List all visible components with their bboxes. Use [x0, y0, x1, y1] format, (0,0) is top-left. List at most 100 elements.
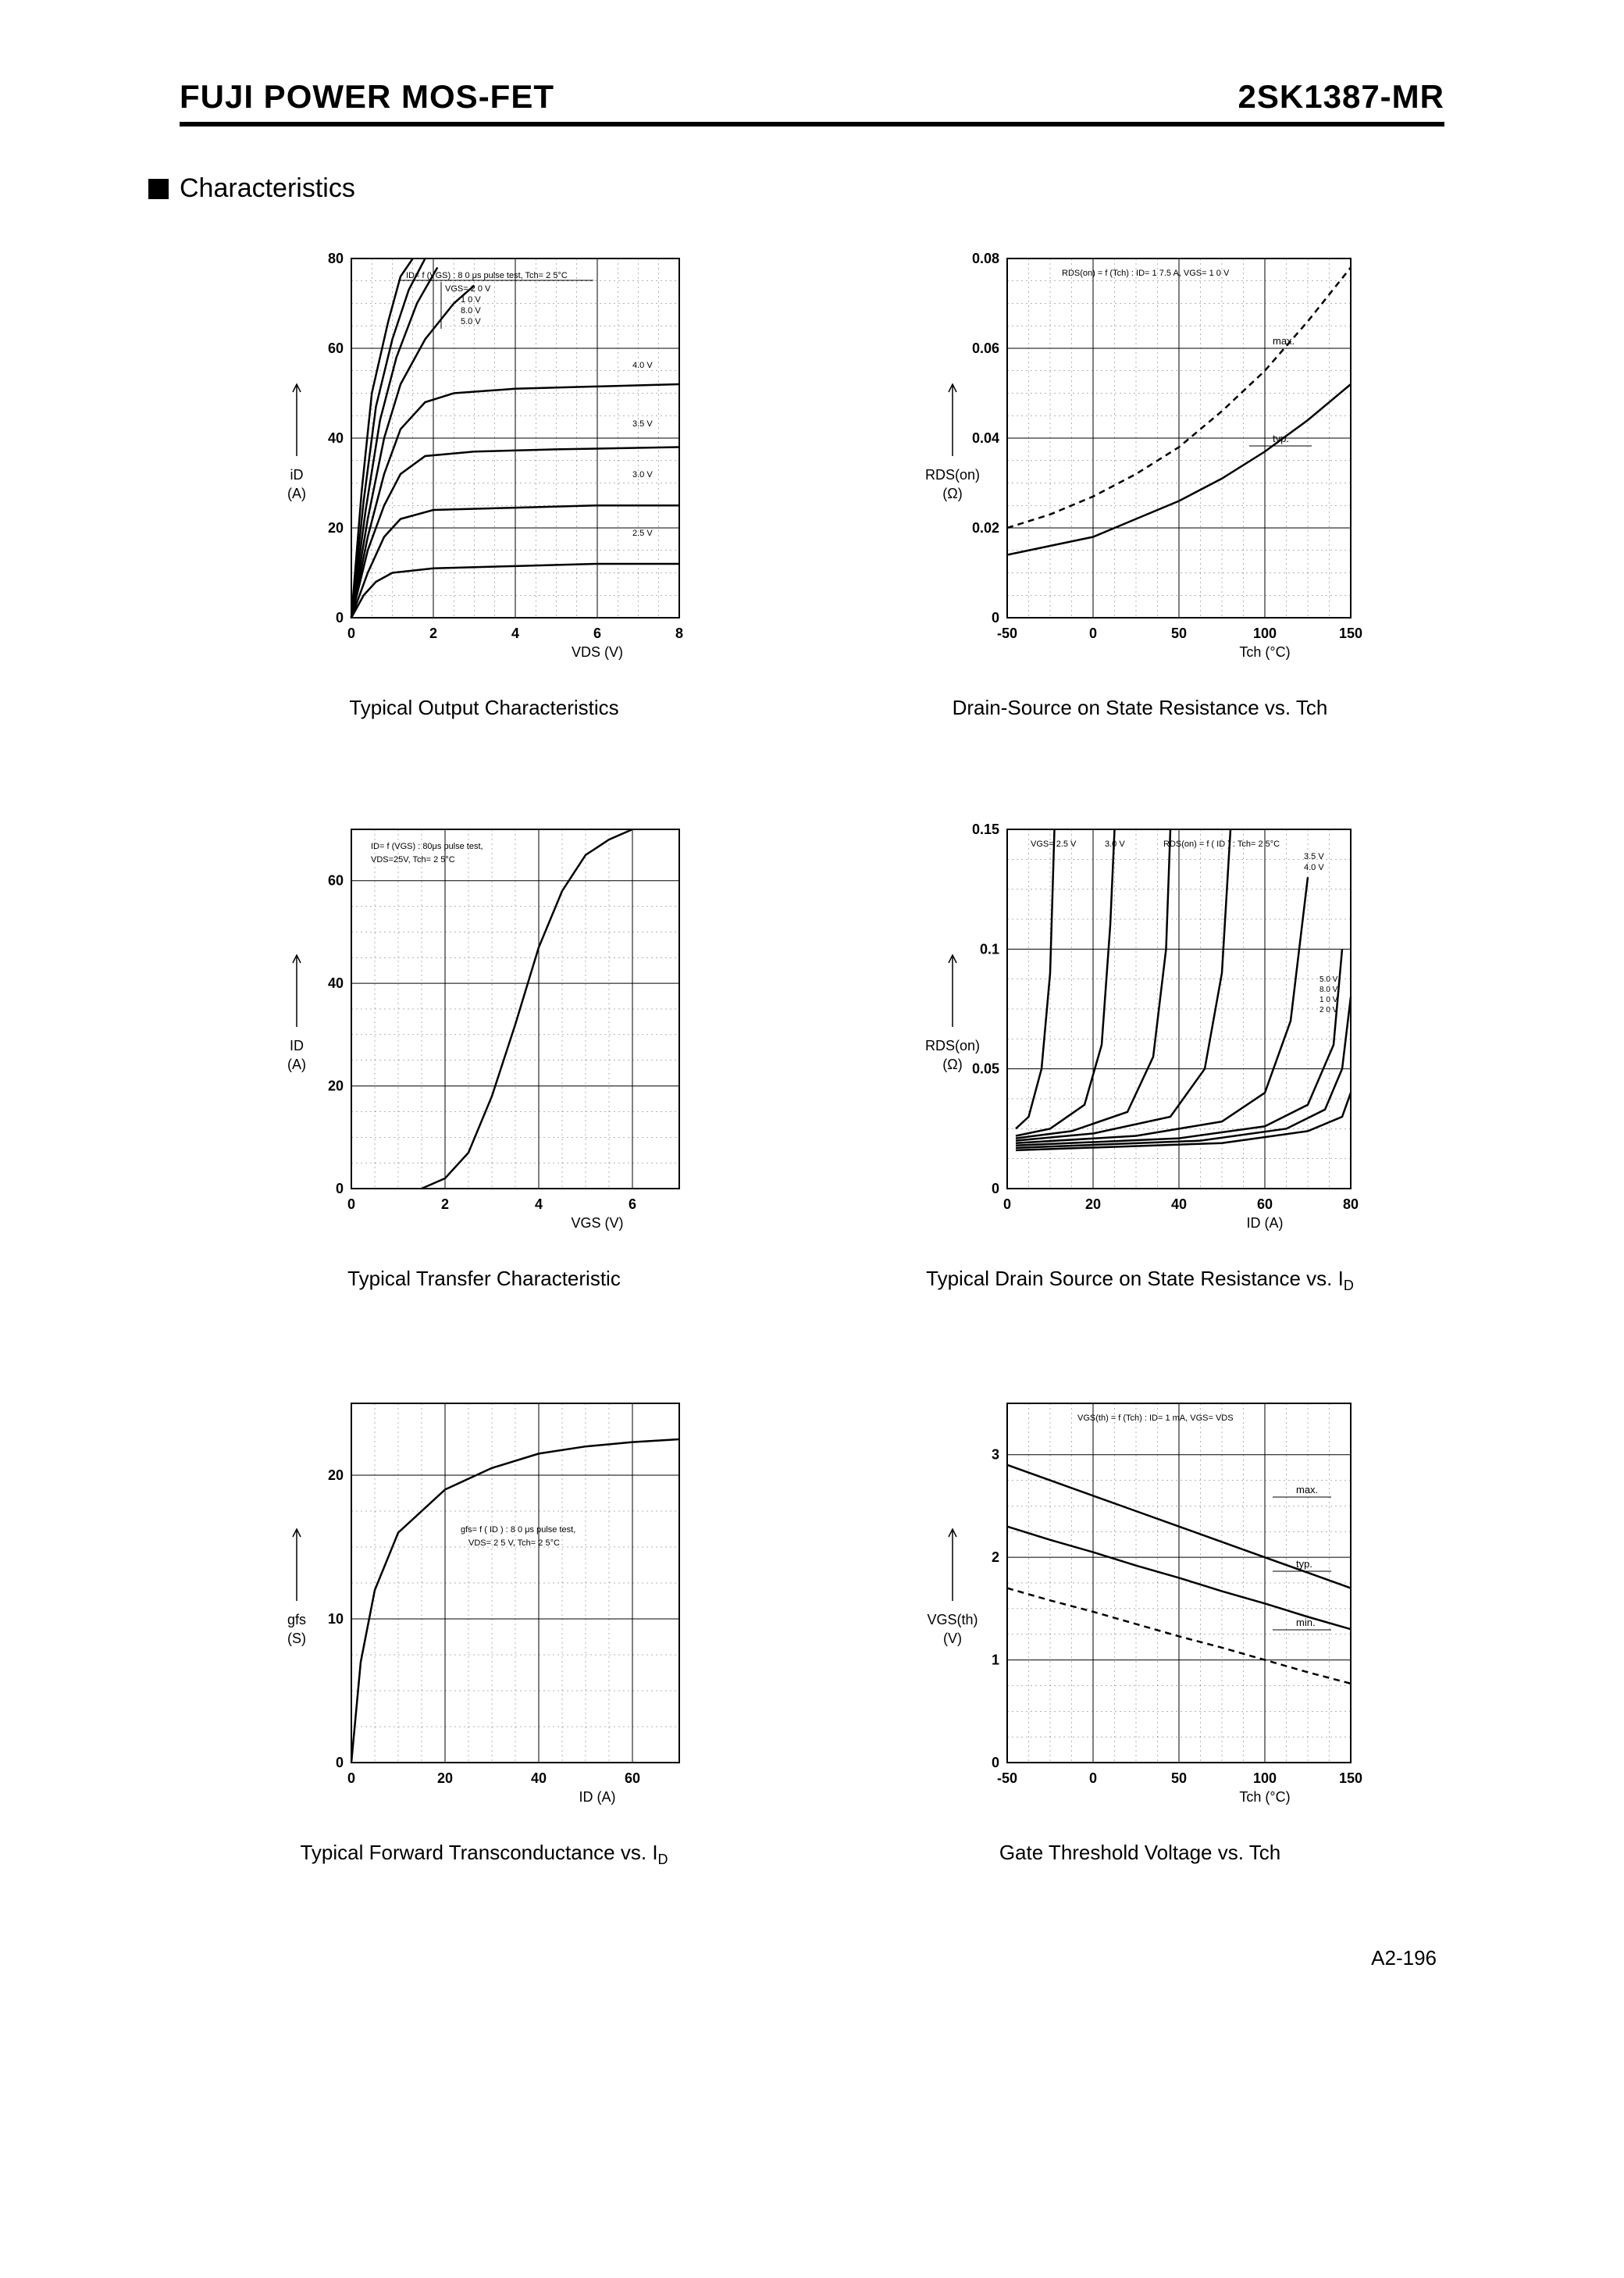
svg-text:0.05: 0.05	[972, 1061, 999, 1077]
svg-text:VDS=25V, Tch= 2 5°C: VDS=25V, Tch= 2 5°C	[371, 855, 455, 864]
svg-text:60: 60	[328, 873, 344, 889]
svg-text:10: 10	[328, 1611, 344, 1627]
chart-rds-id: 02040608000.050.10.15RDS(on)(Ω)ID (A)RDS…	[859, 814, 1421, 1294]
svg-text:(V): (V)	[943, 1631, 962, 1646]
svg-text:gfs= f ( ID ) : 8 0 μs pulse t: gfs= f ( ID ) : 8 0 μs pulse test,	[461, 1525, 575, 1535]
svg-text:60: 60	[328, 340, 344, 356]
svg-text:gfs: gfs	[287, 1612, 306, 1627]
svg-text:4: 4	[535, 1196, 543, 1212]
svg-text:typ.: typ.	[1296, 1558, 1312, 1570]
svg-text:60: 60	[1257, 1196, 1273, 1212]
svg-text:0: 0	[992, 610, 999, 626]
svg-text:50: 50	[1171, 626, 1187, 641]
svg-text:(A): (A)	[287, 486, 306, 501]
svg-text:iD: iD	[290, 467, 304, 483]
chart-gfs-caption: Typical Forward Transconductance vs. ID	[300, 1841, 668, 1868]
chart-rds-id-caption: Typical Drain Source on State Resistance…	[926, 1267, 1354, 1294]
header-title-right: 2SK1387-MR	[1238, 78, 1444, 116]
svg-text:20: 20	[1085, 1196, 1101, 1212]
svg-text:ID= f (VGS) : 80μs pulse test,: ID= f (VGS) : 80μs pulse test,	[371, 842, 483, 851]
svg-text:4.0 V: 4.0 V	[632, 361, 653, 370]
svg-text:VGS(th): VGS(th)	[927, 1612, 978, 1627]
svg-text:min.: min.	[1296, 1617, 1316, 1628]
svg-text:VDS= 2 5 V, Tch= 2 5°C: VDS= 2 5 V, Tch= 2 5°C	[468, 1538, 560, 1548]
svg-text:5.0 V: 5.0 V	[1320, 975, 1338, 984]
svg-text:3.0 V: 3.0 V	[1105, 840, 1125, 849]
svg-text:(Ω): (Ω)	[942, 1057, 962, 1072]
svg-text:VDS (V): VDS (V)	[572, 644, 623, 660]
svg-text:0.06: 0.06	[972, 340, 999, 356]
chart-output-caption: Typical Output Characteristics	[349, 696, 618, 720]
svg-text:max.: max.	[1273, 335, 1295, 347]
svg-text:ID= f (VGS) : 8 0 μs pulse tes: ID= f (VGS) : 8 0 μs pulse test, Tch= 2 …	[406, 271, 568, 280]
svg-text:2 0 V: 2 0 V	[1320, 1006, 1338, 1014]
svg-text:100: 100	[1253, 626, 1277, 641]
svg-text:0: 0	[992, 1181, 999, 1196]
svg-text:3.5 V: 3.5 V	[632, 419, 653, 429]
chart-gfs-svg: 020406001020gfs(S)ID (A)gfs= f ( ID ) : …	[265, 1388, 703, 1825]
svg-text:(A): (A)	[287, 1057, 306, 1072]
chart-gfs: 020406001020gfs(S)ID (A)gfs= f ( ID ) : …	[203, 1388, 765, 1868]
svg-text:1 0 V: 1 0 V	[461, 295, 481, 305]
svg-text:3: 3	[992, 1447, 999, 1463]
section-bullet-icon	[148, 179, 169, 199]
svg-text:0: 0	[347, 1196, 355, 1212]
svg-text:ID: ID	[290, 1038, 304, 1053]
chart-output: 02468020406080iD(A)VDS (V)ID= f (VGS) : …	[203, 243, 765, 720]
svg-text:20: 20	[328, 520, 344, 536]
section-title: Characteristics	[148, 173, 1444, 204]
svg-text:150: 150	[1339, 626, 1362, 641]
svg-text:150: 150	[1339, 1770, 1362, 1786]
svg-text:0: 0	[992, 1755, 999, 1770]
page-footer: A2-196	[180, 1946, 1444, 1970]
svg-text:6: 6	[629, 1196, 636, 1212]
svg-text:0: 0	[1089, 1770, 1097, 1786]
svg-text:0: 0	[336, 1755, 344, 1770]
svg-text:40: 40	[1171, 1196, 1187, 1212]
chart-rds-tch: -5005010015000.020.040.060.08RDS(on)(Ω)T…	[859, 243, 1421, 720]
chart-vgsth-caption: Gate Threshold Voltage vs. Tch	[999, 1841, 1280, 1865]
svg-text:VGS= 2 0 V: VGS= 2 0 V	[445, 284, 491, 294]
svg-text:VGS= 2.5 V: VGS= 2.5 V	[1031, 840, 1077, 849]
svg-text:20: 20	[437, 1770, 453, 1786]
svg-text:2.5 V: 2.5 V	[632, 529, 653, 538]
header-title-left: FUJI POWER MOS-FET	[180, 78, 554, 116]
svg-text:20: 20	[328, 1467, 344, 1483]
svg-text:40: 40	[531, 1770, 547, 1786]
svg-text:3.0 V: 3.0 V	[632, 470, 653, 479]
svg-text:typ.: typ.	[1273, 433, 1289, 444]
svg-text:0.04: 0.04	[972, 430, 999, 446]
svg-text:6: 6	[593, 626, 601, 641]
charts-grid: 02468020406080iD(A)VDS (V)ID= f (VGS) : …	[180, 243, 1444, 1868]
svg-text:0.02: 0.02	[972, 520, 999, 536]
svg-text:4.0 V: 4.0 V	[1304, 863, 1324, 872]
svg-text:0.08: 0.08	[972, 251, 999, 266]
section-title-text: Characteristics	[180, 173, 355, 204]
svg-text:(S): (S)	[287, 1631, 306, 1646]
svg-text:RDS(on): RDS(on)	[925, 1038, 980, 1053]
svg-text:0: 0	[347, 1770, 355, 1786]
svg-text:Tch (°C): Tch (°C)	[1239, 644, 1290, 660]
svg-text:2: 2	[992, 1549, 999, 1565]
chart-rds-tch-svg: -5005010015000.020.040.060.08RDS(on)(Ω)T…	[906, 243, 1374, 680]
svg-text:8.0 V: 8.0 V	[461, 306, 481, 315]
svg-text:8: 8	[675, 626, 683, 641]
svg-text:0: 0	[336, 610, 344, 626]
svg-text:2: 2	[441, 1196, 449, 1212]
svg-text:40: 40	[328, 430, 344, 446]
page-header: FUJI POWER MOS-FET 2SK1387-MR	[180, 78, 1444, 127]
svg-text:3.5 V: 3.5 V	[1304, 852, 1324, 861]
svg-text:RDS(on): RDS(on)	[925, 467, 980, 483]
svg-text:40: 40	[328, 975, 344, 991]
svg-text:1: 1	[992, 1652, 999, 1668]
chart-rds-tch-caption: Drain-Source on State Resistance vs. Tch	[953, 696, 1328, 720]
svg-text:60: 60	[625, 1770, 640, 1786]
svg-text:4: 4	[511, 626, 519, 641]
svg-text:80: 80	[1343, 1196, 1359, 1212]
svg-text:max.: max.	[1296, 1484, 1318, 1495]
svg-text:0: 0	[336, 1181, 344, 1196]
svg-text:(Ω): (Ω)	[942, 486, 962, 501]
svg-text:50: 50	[1171, 1770, 1187, 1786]
svg-text:8.0 V: 8.0 V	[1320, 986, 1338, 994]
chart-vgsth: -500501001500123VGS(th)(V)Tch (°C)VGS(th…	[859, 1388, 1421, 1868]
